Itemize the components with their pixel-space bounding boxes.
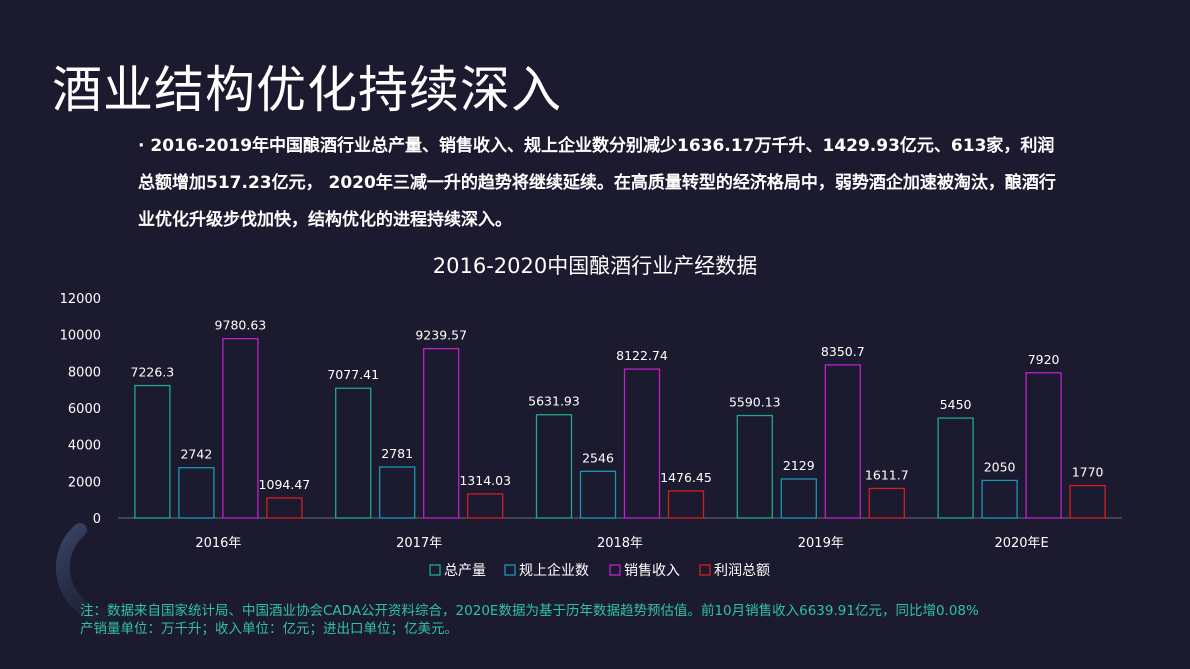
legend-swatch: [699, 564, 711, 576]
bar-3: [623, 368, 661, 519]
y-tick-label: 8000: [68, 365, 101, 380]
bar-2: [379, 466, 416, 519]
bar-1: [335, 387, 372, 519]
data-label: 2742: [180, 447, 212, 462]
y-tick-label: 6000: [68, 402, 101, 417]
data-label: 2781: [381, 446, 413, 461]
legend-label: 利润总额: [714, 563, 770, 579]
bar-4: [667, 490, 705, 519]
y-tick-label: 10000: [60, 329, 101, 344]
y-tick-label: 0: [93, 512, 101, 527]
data-label: 2129: [783, 458, 815, 473]
data-label: 7920: [1028, 352, 1060, 367]
legend-label: 总产量: [444, 563, 486, 579]
data-label: 2546: [582, 450, 614, 465]
legend-label: 规上企业数: [519, 562, 589, 579]
bar-4: [868, 487, 905, 519]
data-label: 9239.57: [415, 328, 467, 343]
data-label: 8350.7: [821, 344, 865, 359]
data-label: 2050: [984, 459, 1016, 474]
data-label: 5590.13: [729, 395, 781, 410]
data-label: 7226.3: [131, 365, 175, 380]
bar-1: [937, 417, 974, 519]
bar-3: [423, 347, 460, 519]
data-label: 5631.93: [528, 394, 580, 409]
data-label: 1314.03: [459, 473, 511, 488]
bar-2: [579, 470, 617, 519]
bar-4: [1069, 484, 1106, 519]
data-label: 5450: [940, 397, 972, 412]
x-tick-label: 2019年: [798, 536, 844, 551]
bar-4: [467, 493, 504, 519]
data-label: 9780.63: [215, 318, 267, 333]
bar-2: [981, 479, 1018, 519]
bar-2: [178, 467, 215, 519]
y-tick-label: 12000: [60, 292, 101, 307]
bar-3: [222, 338, 259, 519]
x-tick-label: 2018年: [597, 536, 643, 551]
page-title: 酒业结构优化持续深入: [52, 61, 562, 119]
legend-swatch: [609, 564, 621, 576]
x-tick-label: 2016年: [195, 536, 241, 551]
data-label: 8122.74: [616, 348, 668, 363]
data-label: 1611.7: [865, 467, 909, 482]
footnote-line-2: 产销量单位：万千升；收入单位：亿元；进出口单位；亿美元。: [80, 621, 458, 637]
y-tick-label: 4000: [68, 439, 101, 454]
chart-title: 2016-2020中国酿酒行业产经数据: [432, 254, 758, 278]
x-tick-label: 2017年: [396, 536, 442, 551]
bar-2: [780, 478, 817, 519]
x-tick-label: 2020年E: [994, 536, 1048, 551]
data-label: 1476.45: [660, 470, 712, 485]
bar-1: [535, 414, 573, 519]
bar-3: [824, 364, 861, 519]
footnote: 注：数据来自国家统计局、中国酒业协会CADA公开资料综合，2020E数据为基于历…: [80, 602, 1160, 638]
legend-swatch: [429, 564, 441, 576]
y-tick-label: 2000: [68, 475, 101, 490]
bar-4: [266, 497, 303, 519]
data-label: 7077.41: [327, 367, 379, 382]
decorative-ring: [55, 523, 152, 625]
data-label: 1094.47: [259, 477, 311, 492]
legend-swatch: [504, 564, 516, 576]
summary-text: · 2016-2019年中国酿酒行业总产量、销售收入、规上企业数分别减少1636…: [138, 136, 1056, 230]
legend-label: 销售收入: [624, 563, 680, 579]
bar-3: [1025, 372, 1062, 519]
bar-1: [736, 414, 773, 519]
data-label: 1770: [1072, 465, 1104, 480]
footnote-line-1: 注：数据来自国家统计局、中国酒业协会CADA公开资料综合，2020E数据为基于历…: [80, 603, 979, 619]
bar-1: [134, 384, 171, 519]
